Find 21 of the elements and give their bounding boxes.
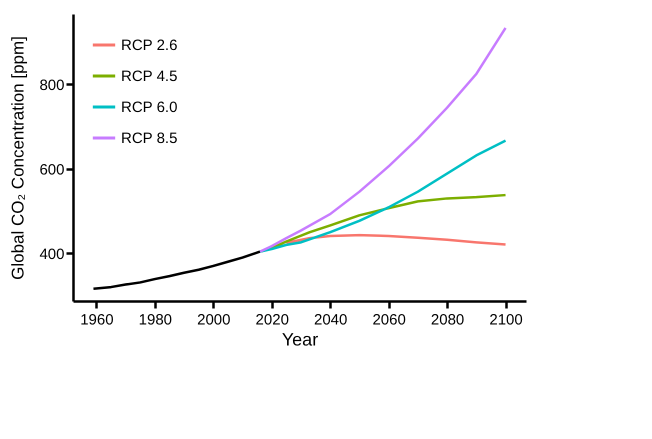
legend-label: RCP 6.0 xyxy=(121,99,178,116)
legend-label: RCP 8.5 xyxy=(121,130,178,147)
x-tick-label: 2100 xyxy=(489,312,523,328)
legend-label: RCP 4.5 xyxy=(121,68,178,85)
y-tick-label: 400 xyxy=(39,246,64,263)
x-tick-label: 2020 xyxy=(256,312,289,328)
legend-label: RCP 2.6 xyxy=(121,37,178,54)
y-tick-label: 800 xyxy=(39,76,64,94)
line-series xyxy=(258,139,507,253)
x-axis-title: Year xyxy=(282,330,318,350)
x-tick-label: 2080 xyxy=(430,312,464,328)
line-series xyxy=(285,234,507,246)
x-tick-label: 2060 xyxy=(372,312,406,328)
x-tick-label: 1960 xyxy=(80,312,114,328)
x-tick-label: 2040 xyxy=(314,312,348,328)
line-series xyxy=(92,250,262,290)
line-series xyxy=(258,26,507,253)
x-tick-label: 1980 xyxy=(138,312,172,328)
y-axis-title: Global CO₂ Concentration [ppm] xyxy=(8,36,28,280)
y-tick-label: 600 xyxy=(39,161,64,178)
x-tick-label: 2000 xyxy=(197,312,230,328)
